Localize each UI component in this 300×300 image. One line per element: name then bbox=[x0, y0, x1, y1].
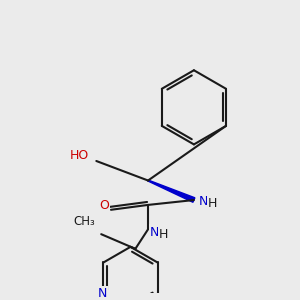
Text: O: O bbox=[99, 200, 109, 212]
Text: N: N bbox=[150, 226, 160, 239]
Text: CH₃: CH₃ bbox=[74, 215, 95, 228]
Text: N: N bbox=[199, 196, 208, 208]
Text: HO: HO bbox=[69, 148, 88, 162]
Text: N: N bbox=[98, 287, 107, 300]
Polygon shape bbox=[148, 180, 195, 202]
Text: H: H bbox=[159, 228, 168, 241]
Text: H: H bbox=[208, 197, 217, 210]
